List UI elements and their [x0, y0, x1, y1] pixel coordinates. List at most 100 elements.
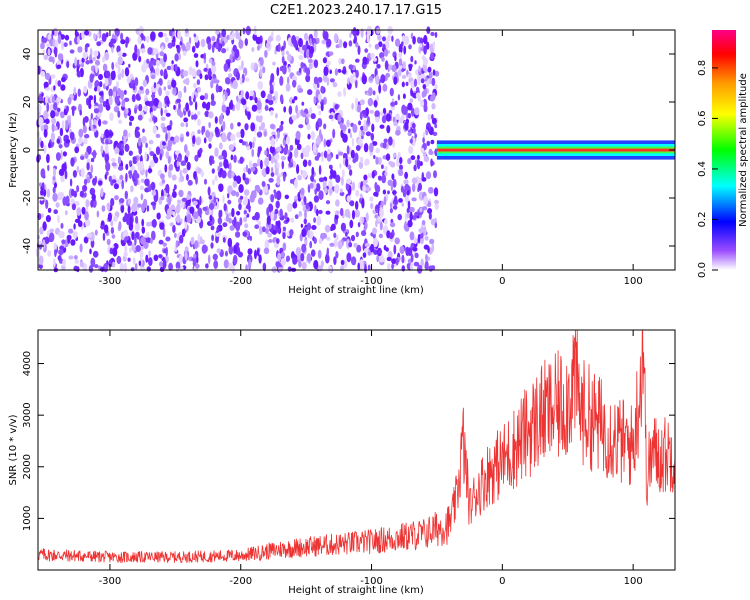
spectrogram-cell	[416, 159, 421, 170]
spectrogram-cell	[254, 211, 260, 221]
spectrogram-cell	[300, 152, 304, 159]
spectrogram-cell	[351, 181, 356, 191]
spectrogram-cell	[208, 143, 212, 149]
spectrogram-cell	[204, 92, 209, 100]
spectrogram-cell	[215, 30, 220, 35]
spectrogram-cell	[394, 237, 400, 245]
spectrogram-cell	[295, 104, 298, 114]
spectrogram-cell	[384, 40, 390, 49]
spectrogram-cell	[143, 198, 148, 208]
spectrogram-cell	[99, 81, 103, 88]
spectrogram-cell	[208, 195, 213, 200]
spectrogram-cell	[376, 95, 379, 103]
spectrogram-cell	[167, 42, 173, 49]
spectrogram-cell	[283, 147, 288, 155]
spectrogram-cell	[293, 148, 299, 158]
spectrogram-cell	[309, 240, 313, 249]
spectrogram-cell	[132, 82, 136, 91]
spectrogram-cell	[267, 232, 272, 238]
spectrogram-cell	[61, 239, 66, 245]
spectrogram-cell	[175, 261, 181, 270]
spectrogram-cell	[373, 249, 379, 255]
spectrogram-cell	[339, 207, 344, 217]
spectrogram-cell	[131, 203, 137, 213]
spectrogram-cell	[270, 155, 274, 164]
spectrogram-cell	[110, 198, 115, 207]
spectrogram-cell	[76, 207, 82, 216]
spectrogram-cell	[314, 204, 317, 214]
spectrogram-cell	[313, 96, 317, 105]
spectrogram-cell	[174, 232, 177, 239]
spectrogram-cell	[406, 212, 409, 219]
spectrogram-cell	[107, 76, 112, 87]
spectrogram-cell	[59, 245, 65, 251]
spectrogram-cell	[151, 190, 157, 196]
spectrogram-cell	[355, 41, 359, 48]
spectrogram-cell	[90, 112, 94, 120]
spectrogram-cell	[41, 92, 44, 97]
spectrogram-cell	[222, 237, 226, 243]
spectrogram-cell	[411, 92, 418, 98]
spectrogram-cell	[409, 98, 414, 103]
x-tick-label: 0	[499, 576, 505, 587]
spectrogram-cell	[83, 178, 88, 186]
spectrogram-cell	[84, 211, 89, 221]
spectrogram-cell	[352, 123, 358, 133]
spectrogram-cell	[160, 69, 164, 77]
spectrogram-cell	[359, 258, 364, 269]
spectrogram-cell	[246, 146, 251, 151]
spectrogram-cell	[413, 128, 416, 134]
spectrogram-cell	[108, 259, 113, 268]
spectrogram-cell	[339, 191, 345, 197]
spectrogram-cell	[355, 200, 359, 210]
spectrogram-cell	[57, 34, 62, 45]
spectrogram-cell	[74, 57, 77, 67]
spectrogram-cell	[251, 148, 255, 158]
spectrogram-cell	[205, 263, 209, 269]
spectrogram-cell	[211, 234, 215, 242]
spectrogram-signal-band	[436, 148, 675, 152]
spectrogram-cell	[328, 188, 333, 195]
spectrogram-cell	[135, 245, 141, 252]
spectrogram-cell	[250, 62, 255, 71]
x-tick-label: -200	[229, 576, 252, 587]
spectrogram-cell	[272, 61, 276, 66]
spectrogram-cell	[119, 198, 125, 204]
spectrogram-cell	[398, 198, 403, 203]
spectrogram-cell	[397, 70, 402, 77]
spectrogram-cell	[324, 224, 331, 233]
x-tick-label: -100	[360, 576, 383, 587]
spectrogram-cell	[323, 150, 328, 159]
spectrogram-cell	[157, 101, 163, 109]
spectrogram-cell	[153, 97, 159, 107]
spectrogram-cell	[367, 97, 374, 107]
spectrogram-cell	[232, 180, 237, 188]
spectrogram-cell	[216, 226, 219, 234]
spectrogram-cell	[389, 87, 394, 97]
spectrogram-cell	[221, 48, 227, 54]
spectrogram-cell	[64, 170, 68, 180]
spectrogram-cell	[40, 42, 45, 50]
spectrogram-cell	[365, 131, 372, 137]
spectrogram-cell	[262, 226, 266, 233]
spectrogram-cell	[185, 41, 191, 51]
spectrogram-cell	[286, 255, 290, 262]
spectrogram-cell	[420, 99, 425, 108]
spectrogram-cell	[395, 257, 399, 266]
spectrogram-cell	[407, 131, 412, 137]
spectrogram-cell	[199, 195, 202, 206]
spectrogram-cell	[200, 38, 206, 48]
spectrogram-cell	[67, 235, 71, 244]
spectrogram-cell	[48, 56, 54, 63]
spectrogram-cell	[274, 208, 279, 215]
spectrogram-cell	[195, 137, 202, 146]
spectrogram-cell	[307, 89, 313, 96]
spectrogram-cell	[167, 170, 172, 179]
spectrogram-cell	[98, 118, 102, 127]
spectrogram-cell	[51, 117, 57, 125]
spectrogram-cell	[384, 171, 388, 177]
spectrogram-cell	[159, 153, 163, 161]
spectrogram-cell	[334, 104, 339, 110]
spectrogram-cell	[287, 53, 292, 62]
